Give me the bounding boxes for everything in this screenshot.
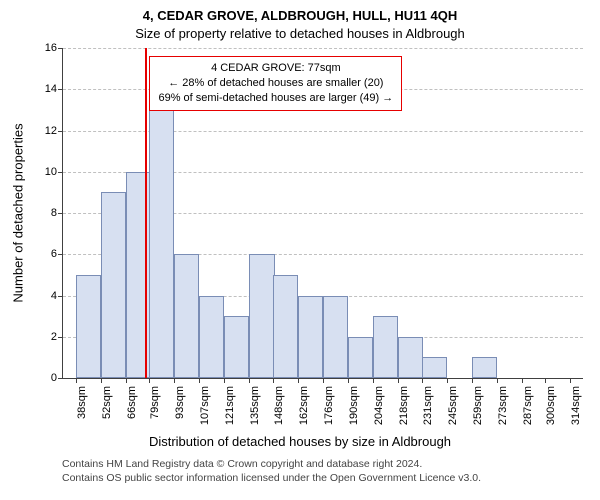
histogram-bar (174, 254, 199, 378)
y-tick (58, 213, 63, 214)
histogram-bar (224, 316, 249, 378)
y-tick (58, 337, 63, 338)
y-tick (58, 296, 63, 297)
gridline (63, 131, 583, 132)
x-tick (348, 378, 349, 383)
y-tick-label: 2 (51, 331, 57, 343)
x-tick (249, 378, 250, 383)
y-tick (58, 48, 63, 49)
x-tick (323, 378, 324, 383)
x-tick (298, 378, 299, 383)
histogram-bar (298, 296, 323, 379)
y-tick-label: 4 (51, 290, 57, 302)
plot-area: 024681012141638sqm52sqm66sqm79sqm93sqm10… (62, 48, 583, 379)
histogram-bar (199, 296, 224, 379)
y-tick (58, 131, 63, 132)
x-tick (224, 378, 225, 383)
x-tick (126, 378, 127, 383)
y-tick-label: 14 (45, 83, 57, 95)
x-tick (373, 378, 374, 383)
y-tick-label: 8 (51, 207, 57, 219)
x-tick-label: 148sqm (273, 384, 285, 425)
x-tick (174, 378, 175, 383)
footer-line1: Contains HM Land Registry data © Crown c… (62, 458, 481, 472)
x-tick-label: 314sqm (570, 384, 582, 425)
x-tick (447, 378, 448, 383)
x-tick-label: 176sqm (323, 384, 335, 425)
histogram-bar (398, 337, 423, 378)
x-tick-label: 259sqm (472, 384, 484, 425)
y-tick-label: 12 (45, 125, 57, 137)
x-tick (76, 378, 77, 383)
x-tick (472, 378, 473, 383)
x-tick (398, 378, 399, 383)
histogram-bar (422, 357, 447, 378)
x-tick (273, 378, 274, 383)
histogram-bar (273, 275, 298, 378)
y-axis-label: Number of detached properties (11, 123, 26, 302)
chart-container: 4, CEDAR GROVE, ALDBROUGH, HULL, HU11 4Q… (0, 0, 600, 500)
histogram-bar (101, 192, 126, 378)
x-tick-label: 218sqm (398, 384, 410, 425)
annotation-line1: 4 CEDAR GROVE: 77sqm (158, 61, 393, 76)
x-tick-label: 93sqm (174, 384, 186, 419)
x-tick-label: 204sqm (373, 384, 385, 425)
x-tick-label: 231sqm (422, 384, 434, 425)
gridline (63, 48, 583, 49)
histogram-bar (323, 296, 348, 379)
x-tick-label: 135sqm (249, 384, 261, 425)
annotation-line2: ← 28% of detached houses are smaller (20… (158, 76, 393, 91)
x-tick-label: 66sqm (126, 384, 138, 419)
histogram-bar (348, 337, 373, 378)
x-tick-label: 162sqm (298, 384, 310, 425)
x-tick-label: 287sqm (522, 384, 534, 425)
x-tick-label: 300sqm (545, 384, 557, 425)
chart-title-line1: 4, CEDAR GROVE, ALDBROUGH, HULL, HU11 4Q… (0, 8, 600, 23)
x-tick-label: 79sqm (149, 384, 161, 419)
footer-text: Contains HM Land Registry data © Crown c… (62, 458, 481, 485)
x-tick-label: 52sqm (101, 384, 113, 419)
x-tick (101, 378, 102, 383)
y-tick-label: 16 (45, 42, 57, 54)
histogram-bar (373, 316, 398, 378)
x-tick-label: 245sqm (447, 384, 459, 425)
x-tick-label: 107sqm (199, 384, 211, 425)
x-tick-label: 121sqm (224, 384, 236, 425)
y-tick-label: 6 (51, 248, 57, 260)
x-tick (149, 378, 150, 383)
histogram-bar (249, 254, 274, 378)
y-tick (58, 89, 63, 90)
x-tick (199, 378, 200, 383)
histogram-bar (149, 110, 174, 378)
histogram-bar (472, 357, 497, 378)
x-axis-label: Distribution of detached houses by size … (0, 434, 600, 449)
y-tick (58, 254, 63, 255)
x-tick-label: 190sqm (348, 384, 360, 425)
y-tick (58, 378, 63, 379)
marker-line (145, 48, 147, 378)
x-tick-label: 273sqm (497, 384, 509, 425)
y-tick-label: 0 (51, 372, 57, 384)
x-tick (422, 378, 423, 383)
annotation-line3: 69% of semi-detached houses are larger (… (158, 91, 393, 106)
x-tick (570, 378, 571, 383)
footer-line2: Contains OS public sector information li… (62, 472, 481, 486)
x-tick-label: 38sqm (76, 384, 88, 419)
annotation-box: 4 CEDAR GROVE: 77sqm← 28% of detached ho… (149, 56, 402, 111)
chart-title-line2: Size of property relative to detached ho… (0, 26, 600, 41)
x-tick (545, 378, 546, 383)
x-tick (522, 378, 523, 383)
y-tick (58, 172, 63, 173)
histogram-bar (76, 275, 101, 378)
y-tick-label: 10 (45, 166, 57, 178)
x-tick (497, 378, 498, 383)
